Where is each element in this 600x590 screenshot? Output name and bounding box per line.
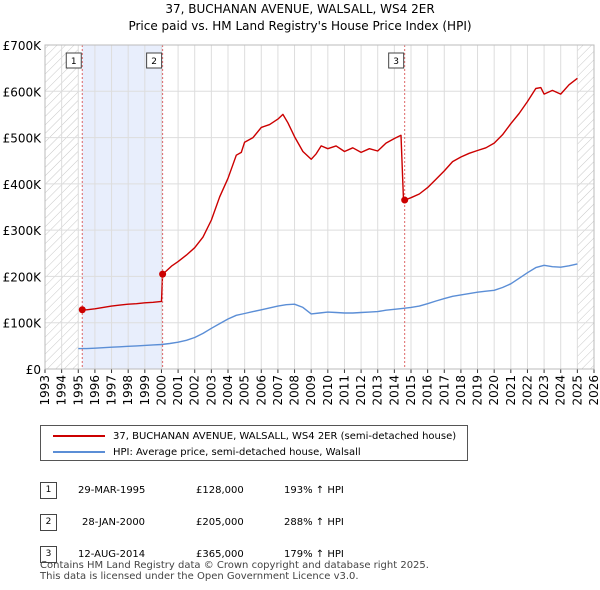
legend-label-hpi: HPI: Average price, semi-detached house,… bbox=[113, 446, 361, 458]
x-tick-label: 2004 bbox=[221, 375, 235, 406]
table-row: 2 28-JAN-2000 £205,000 288% ↑ HPI bbox=[40, 506, 344, 538]
sale-badge-box bbox=[65, 52, 82, 69]
price-chart: 37, BUCHANAN AVENUE, WALSALL, WS4 2ER Pr… bbox=[3, 2, 600, 406]
legend-swatch-hpi bbox=[53, 451, 105, 453]
x-tick-label: 2003 bbox=[204, 375, 218, 406]
x-tick-label: 2021 bbox=[504, 375, 518, 406]
sale-badge: 3 bbox=[40, 545, 57, 563]
sale-date: 12-AUG-2014 bbox=[78, 548, 146, 560]
x-tick-label: 2005 bbox=[238, 375, 252, 406]
legend-label-property: 37, BUCHANAN AVENUE, WALSALL, WS4 2ER (s… bbox=[113, 430, 457, 442]
hpi-series-line bbox=[78, 263, 578, 350]
x-tick-label: 2015 bbox=[404, 375, 418, 406]
sale-badge-label: 3 bbox=[393, 57, 399, 67]
x-tick-label: 1997 bbox=[105, 375, 119, 406]
chart-legend: 37, BUCHANAN AVENUE, WALSALL, WS4 2ER (s… bbox=[40, 425, 468, 461]
plot-border bbox=[44, 44, 595, 370]
x-tick-label: 2026 bbox=[587, 375, 600, 406]
x-tick-label: 1998 bbox=[121, 375, 135, 406]
x-tick-label: 1999 bbox=[138, 375, 152, 406]
sale-point bbox=[78, 306, 86, 314]
x-tick-label: 1994 bbox=[55, 375, 69, 406]
y-tick-label: £600K bbox=[3, 85, 43, 99]
table-row: 1 29-MAR-1995 £128,000 193% ↑ HPI bbox=[40, 474, 344, 506]
x-tick-label: 1995 bbox=[71, 375, 85, 406]
x-tick-label: 2014 bbox=[387, 375, 401, 406]
sale-date: 28-JAN-2000 bbox=[82, 516, 146, 528]
x-tick-label: 2023 bbox=[537, 375, 551, 406]
x-tick-label: 1996 bbox=[88, 375, 102, 406]
x-tick-label: 2012 bbox=[354, 375, 368, 406]
x-tick-label: 2013 bbox=[371, 375, 385, 406]
x-tick-label: 2000 bbox=[154, 375, 168, 406]
y-tick-label: £300K bbox=[3, 224, 43, 238]
sale-price: £365,000 bbox=[196, 548, 244, 560]
x-tick-label: 2017 bbox=[437, 375, 451, 406]
sale-point bbox=[159, 270, 167, 278]
x-tick-label: 2009 bbox=[304, 375, 318, 406]
x-tick-label: 2016 bbox=[421, 375, 435, 406]
y-tick-label: £100K bbox=[3, 317, 43, 331]
x-tick-label: 2002 bbox=[188, 375, 202, 406]
x-tick-label: 2007 bbox=[271, 375, 285, 406]
legend-item-hpi: HPI: Average price, semi-detached house,… bbox=[53, 444, 361, 460]
y-tick-label: £400K bbox=[3, 178, 43, 192]
footer-line-1: Contains HM Land Registry data © Crown c… bbox=[40, 560, 429, 571]
y-tick-label: £200K bbox=[3, 270, 43, 284]
sale-hpi-change: 193% ↑ HPI bbox=[284, 484, 344, 496]
x-tick-label: 2018 bbox=[454, 375, 468, 406]
sale-price: £128,000 bbox=[196, 484, 244, 496]
x-tick-label: 2010 bbox=[321, 375, 335, 406]
x-tick-label: 2020 bbox=[487, 375, 501, 406]
sale-hpi-change: 179% ↑ HPI bbox=[284, 548, 344, 560]
chart-title: 37, BUCHANAN AVENUE, WALSALL, WS4 2ER bbox=[165, 2, 434, 16]
x-tick-label: 2008 bbox=[288, 375, 302, 406]
sale-badge-label: 2 bbox=[151, 57, 157, 67]
x-tick-label: 2024 bbox=[554, 375, 568, 406]
y-tick-label: £0 bbox=[26, 363, 41, 377]
sale-price: £205,000 bbox=[196, 516, 244, 528]
sale-badge-box bbox=[388, 52, 405, 69]
sale-hpi-change: 288% ↑ HPI bbox=[284, 516, 344, 528]
sale-badge: 1 bbox=[40, 481, 57, 499]
hatched-region bbox=[577, 45, 594, 369]
ownership-shade bbox=[82, 45, 163, 369]
x-tick-label: 2022 bbox=[520, 375, 534, 406]
sale-badge-label: 1 bbox=[71, 57, 77, 67]
y-tick-label: £500K bbox=[3, 132, 43, 146]
x-tick-label: 2001 bbox=[171, 375, 185, 406]
x-tick-label: 2006 bbox=[254, 375, 268, 406]
x-tick-label: 2025 bbox=[570, 375, 584, 406]
footer-line-2: This data is licensed under the Open Gov… bbox=[40, 571, 359, 582]
legend-swatch-property bbox=[53, 435, 105, 437]
sale-badge-box bbox=[146, 52, 163, 69]
sale-badge: 2 bbox=[40, 513, 57, 531]
table-row: 3 12-AUG-2014 £365,000 179% ↑ HPI bbox=[40, 538, 344, 570]
sale-point bbox=[401, 196, 409, 204]
footer-attribution: Contains HM Land Registry data © Crown c… bbox=[40, 560, 429, 582]
x-tick-label: 2019 bbox=[471, 375, 485, 406]
sales-table: 1 29-MAR-1995 £128,000 193% ↑ HPI 2 28-J… bbox=[40, 474, 344, 570]
y-tick-label: £700K bbox=[3, 39, 43, 53]
sale-date: 29-MAR-1995 bbox=[78, 484, 146, 496]
x-tick-label: 1993 bbox=[38, 375, 52, 406]
chart-subtitle: Price paid vs. HM Land Registry's House … bbox=[128, 19, 471, 33]
legend-item-property: 37, BUCHANAN AVENUE, WALSALL, WS4 2ER (s… bbox=[53, 428, 456, 444]
x-tick-label: 2011 bbox=[337, 375, 351, 406]
